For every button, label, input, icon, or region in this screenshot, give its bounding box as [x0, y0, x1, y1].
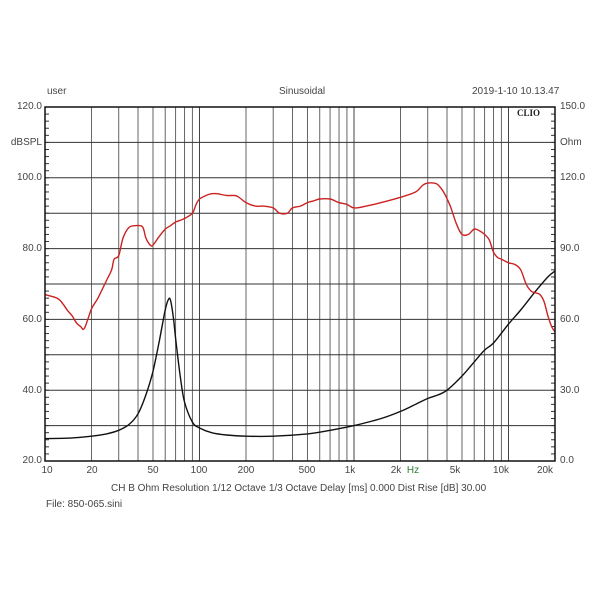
y-tick-20: 20.0 [22, 455, 42, 466]
x-tick-20: 20 [86, 465, 98, 476]
x-tick-5k: 5k [449, 465, 461, 476]
y2-tick-150: 150.0 [560, 101, 586, 112]
x-tick-10k: 10k [492, 465, 510, 476]
y2-tick-120: 120.0 [560, 172, 586, 183]
y-unit-dbspl: dBSPL [10, 137, 42, 148]
y2-tick-60: 60.0 [560, 314, 580, 325]
x-tick-1k: 1k [344, 465, 356, 476]
x-unit-hz: Hz [406, 465, 420, 476]
y2-tick-0: 0.0 [560, 455, 574, 466]
impedance-curve [44, 270, 556, 440]
header-user: user [47, 86, 67, 97]
header-title: Sinusoidal [279, 86, 326, 97]
y-tick-60: 60.0 [22, 314, 42, 325]
y-tick-40: 40.0 [22, 385, 42, 396]
x-tick-50: 50 [147, 465, 159, 476]
grid-lines [45, 107, 555, 461]
y2-tick-30: 30.0 [560, 385, 580, 396]
y2-unit-ohm: Ohm [560, 137, 582, 148]
y2-tick-90: 90.0 [560, 243, 580, 254]
x-tick-20k: 20k [536, 465, 554, 476]
spl-curve [44, 182, 556, 333]
x-tick-200: 200 [237, 465, 255, 476]
y-tick-100: 100.0 [16, 172, 42, 183]
y-tick-80: 80.0 [22, 243, 42, 254]
header-timestamp: 2019-1-10 10.13.47 [472, 86, 560, 97]
x-tick-100: 100 [190, 465, 208, 476]
clio-brand: CLIO [517, 108, 541, 118]
file-name: File: 850-065.sini [46, 499, 123, 510]
settings-line: CH B Ohm Resolution 1/12 Octave 1/3 Octa… [111, 483, 487, 494]
x-tick-2k: 2k [390, 465, 402, 476]
x-tick-10: 10 [41, 465, 53, 476]
x-tick-500: 500 [298, 465, 316, 476]
plot-frame [44, 106, 556, 462]
y-tick-120: 120.0 [16, 101, 42, 112]
